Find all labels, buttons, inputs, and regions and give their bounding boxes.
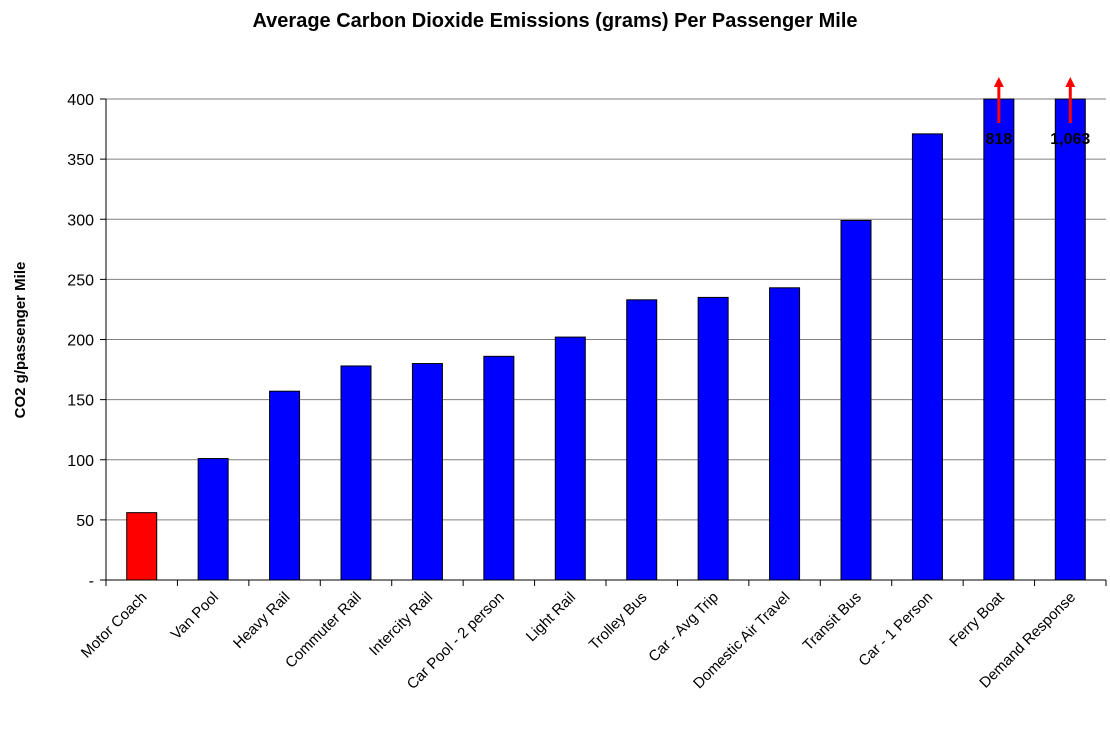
bar bbox=[411, 363, 443, 581]
overflow-value-label: 818 bbox=[986, 131, 1013, 148]
y-tick-label: 350 bbox=[67, 152, 94, 169]
overflow-value-label: 1,063 bbox=[1050, 131, 1090, 148]
bar bbox=[697, 296, 729, 581]
bar bbox=[483, 355, 515, 581]
y-tick-label: 150 bbox=[67, 393, 94, 410]
bar bbox=[769, 287, 801, 581]
y-tick-label: 100 bbox=[67, 453, 94, 470]
x-tick-label: Ferry Boat bbox=[946, 588, 1008, 650]
y-axis-title: CO2 g/passenger Mile bbox=[12, 262, 29, 419]
x-tick-label: Intercity Rail bbox=[366, 589, 436, 659]
overflow-arrowhead bbox=[993, 77, 1004, 87]
y-tick-label: 200 bbox=[67, 333, 94, 350]
bars bbox=[126, 98, 1086, 581]
y-tick-label: 400 bbox=[67, 92, 94, 109]
bar bbox=[197, 458, 229, 581]
bar bbox=[626, 299, 658, 581]
bar bbox=[840, 219, 872, 581]
x-tick-label: Trolley Bus bbox=[586, 589, 651, 654]
bar bbox=[911, 133, 943, 581]
bar bbox=[269, 390, 301, 581]
x-tick-label: Motor Coach bbox=[78, 589, 151, 662]
x-tick-label: Transit Bus bbox=[800, 589, 865, 654]
x-tick-label: Van Pool bbox=[168, 589, 222, 643]
chart-title: Average Carbon Dioxide Emissions (grams)… bbox=[252, 10, 858, 32]
annotations: 818 1,063 bbox=[986, 77, 1090, 148]
y-tick-label: 300 bbox=[67, 212, 94, 229]
gridlines bbox=[106, 98, 1106, 521]
x-tick-label: Car - 1 Person bbox=[855, 589, 936, 670]
y-tick-label: - bbox=[89, 573, 94, 590]
x-tick-label: Car - Avg Trip bbox=[645, 589, 722, 666]
x-tick-label: Commuter Rail bbox=[282, 589, 365, 672]
y-tick-label: 50 bbox=[76, 513, 94, 530]
bar bbox=[340, 365, 372, 581]
overflow-arrowhead bbox=[1065, 77, 1076, 87]
y-tick-label: 250 bbox=[67, 272, 94, 289]
x-tick-label: Heavy Rail bbox=[230, 589, 293, 652]
bar bbox=[983, 98, 1015, 581]
bar bbox=[1054, 98, 1086, 581]
bar bbox=[554, 336, 586, 581]
x-tick-label: Light Rail bbox=[523, 589, 579, 645]
axes: - 50 100 150 200 250 300 350 400 Motor Coach Van P… bbox=[67, 92, 1107, 693]
bar bbox=[126, 512, 158, 581]
